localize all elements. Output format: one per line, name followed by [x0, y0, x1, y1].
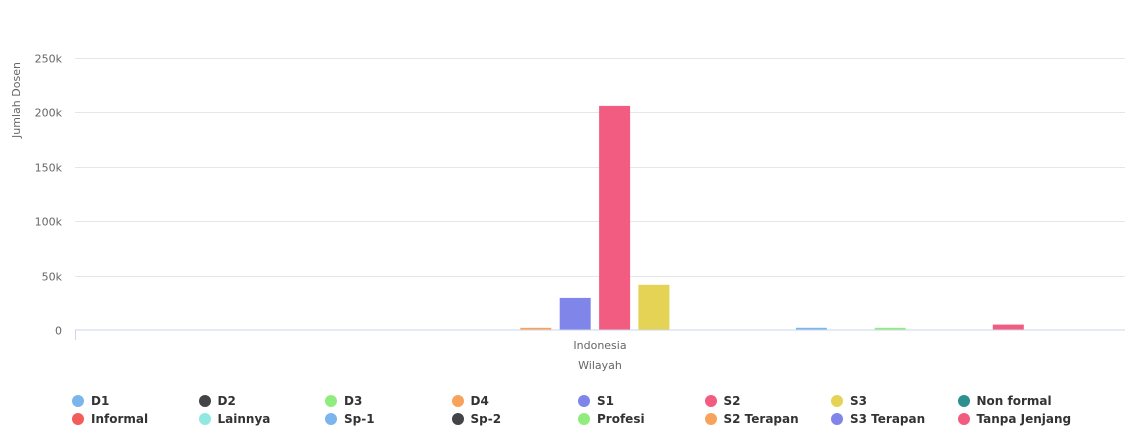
- y-tick-label-250k: 250k: [35, 53, 63, 66]
- legend-item-lainnya[interactable]: Lainnya: [198, 410, 326, 427]
- x-tick-label-indonesia: Indonesia: [573, 339, 626, 352]
- legend: D1 D2 D3 D4 S1 S2 S3 Non formal Informal Lainnya S…: [72, 392, 1112, 427]
- legend-label: S1: [597, 393, 614, 408]
- legend-item-s2[interactable]: S2: [704, 392, 832, 409]
- legend-item-d2[interactable]: D2: [198, 392, 326, 409]
- legend-item-d3[interactable]: D3: [325, 392, 452, 409]
- bars: [520, 105, 1024, 331]
- legend-item-s1[interactable]: S1: [578, 392, 705, 409]
- legend-item-s3[interactable]: S3: [831, 392, 958, 409]
- y-tick-label-100k: 100k: [35, 216, 63, 229]
- legend-item-d1[interactable]: D1: [72, 392, 199, 409]
- bar-sp-1[interactable]: [795, 327, 827, 330]
- legend-marker-icon: [325, 394, 337, 407]
- bar-s2[interactable]: [599, 105, 631, 331]
- legend-item-informal[interactable]: Informal: [72, 410, 199, 427]
- legend-marker-icon: [957, 394, 970, 407]
- bar-profesi[interactable]: [874, 327, 906, 330]
- legend-label: Sp-1: [344, 411, 375, 426]
- legend-label: Tanpa Jenjang: [976, 411, 1072, 426]
- legend-label: S2 Terapan: [723, 411, 799, 426]
- legend-label: D2: [217, 393, 236, 408]
- legend-marker-icon: [578, 412, 590, 425]
- legend-item-profesi[interactable]: Profesi: [578, 410, 705, 427]
- y-tick-label-50k: 50k: [42, 271, 63, 284]
- legend-marker-icon: [198, 412, 211, 425]
- legend-item-s2-terapan[interactable]: S2 Terapan: [704, 410, 832, 427]
- legend-item-sp-1[interactable]: Sp-1: [325, 410, 452, 427]
- legend-marker-icon: [704, 412, 717, 425]
- legend-item-sp-2[interactable]: Sp-2: [451, 410, 579, 427]
- legend-item-non-formal[interactable]: Non formal: [957, 392, 1085, 409]
- legend-label: S3: [850, 393, 867, 408]
- legend-marker-icon: [325, 412, 337, 425]
- legend-label: Profesi: [597, 411, 645, 426]
- y-tick-label-0: 0: [55, 325, 62, 338]
- legend-label: S2: [723, 393, 741, 408]
- legend-marker-icon: [451, 412, 464, 425]
- legend-item-d4[interactable]: D4: [451, 392, 579, 409]
- legend-marker-icon: [451, 394, 464, 407]
- bar-s1[interactable]: [559, 297, 591, 330]
- legend-marker-icon: [578, 394, 590, 407]
- legend-label: S3 Terapan: [850, 411, 926, 426]
- legend-label: D3: [344, 393, 363, 408]
- legend-item-tanpa-jenjang[interactable]: Tanpa Jenjang: [957, 410, 1085, 427]
- bar-s3[interactable]: [638, 284, 670, 330]
- bar-d4[interactable]: [520, 327, 552, 330]
- legend-marker-icon: [72, 394, 84, 407]
- y-axis-title: Jumlah Dosen: [10, 62, 23, 139]
- legend-label: Sp-2: [470, 411, 502, 426]
- legend-label: D1: [91, 393, 110, 408]
- legend-marker-icon: [72, 412, 84, 425]
- legend-marker-icon: [704, 394, 717, 407]
- y-tick-label-200k: 200k: [35, 107, 63, 120]
- y-tick-label-150k: 150k: [35, 162, 63, 175]
- legend-label: Non formal: [976, 393, 1052, 408]
- legend-label: Informal: [91, 411, 149, 426]
- legend-marker-icon: [957, 412, 970, 425]
- legend-item-s3-terapan[interactable]: S3 Terapan: [831, 410, 958, 427]
- legend-marker-icon: [831, 412, 843, 425]
- legend-label: D4: [470, 393, 489, 408]
- legend-marker-icon: [831, 394, 843, 407]
- legend-marker-icon: [198, 394, 211, 407]
- y-axis-ticks: 0 50k 100k 150k 200k 250k: [35, 53, 63, 338]
- x-axis-title: Wilayah: [578, 359, 622, 372]
- legend-label: Lainnya: [217, 411, 271, 426]
- bar-tanpa-jenjang[interactable]: [992, 324, 1024, 330]
